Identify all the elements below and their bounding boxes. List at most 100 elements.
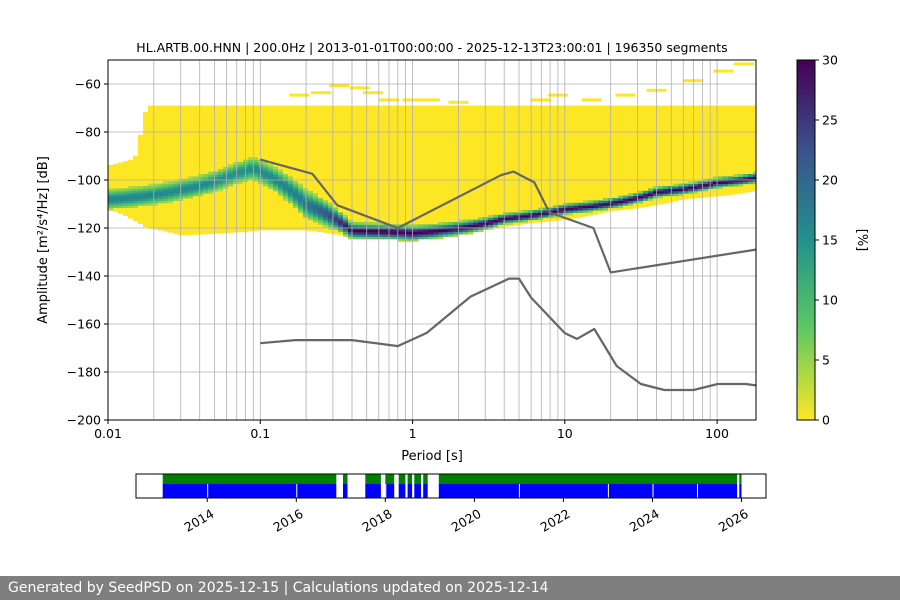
psd-sparse-cell xyxy=(289,93,310,97)
psd-density-cell xyxy=(213,188,219,192)
psd-density-cell xyxy=(183,181,189,185)
psd-density-cell xyxy=(503,214,509,218)
psd-density-cell xyxy=(318,198,324,201)
psd-yellow-band xyxy=(698,105,704,198)
psd-yellow-band xyxy=(518,105,524,225)
psd-density-cell xyxy=(113,190,119,194)
psd-density-cell xyxy=(633,198,639,201)
psd-yellow-band xyxy=(573,105,579,219)
psd-density-cell xyxy=(623,198,629,201)
psd-density-cell xyxy=(618,205,624,209)
psd-density-cell xyxy=(228,174,234,177)
psd-density-cell xyxy=(413,238,419,242)
timeline-blue-segment xyxy=(365,484,381,498)
psd-yellow-band xyxy=(308,105,314,231)
psd-density-cell xyxy=(543,207,549,211)
psd-density-cell xyxy=(298,190,304,194)
psd-density-cell xyxy=(568,205,574,209)
psd-density-cell xyxy=(248,159,254,163)
psd-density-cell xyxy=(368,229,374,233)
psd-sparse-cell xyxy=(615,93,636,97)
psd-density-cell xyxy=(113,202,119,206)
psd-density-cell xyxy=(138,200,144,204)
psd-yellow-band xyxy=(353,105,359,238)
psd-density-cell xyxy=(568,207,574,211)
psd-density-cell xyxy=(598,200,604,204)
footer-bar: Generated by SeedPSD on 2025-12-15 | Cal… xyxy=(0,576,900,600)
psd-density-cell xyxy=(558,205,564,209)
psd-density-cell xyxy=(683,190,689,194)
psd-yellow-band xyxy=(468,105,474,230)
psd-density-cell xyxy=(448,231,454,235)
psd-density-cell xyxy=(163,195,169,199)
psd-density-cell xyxy=(398,238,404,242)
psd-density-cell xyxy=(133,186,139,189)
timeline-gap-line xyxy=(697,484,698,498)
psd-density-cell xyxy=(108,200,114,204)
psd-density-cell xyxy=(283,176,289,180)
psd-density-cell xyxy=(238,162,244,165)
psd-density-cell xyxy=(168,183,174,187)
psd-density-cell xyxy=(253,157,259,161)
psd-density-cell xyxy=(108,202,114,206)
psd-density-cell xyxy=(153,198,159,201)
psd-density-cell xyxy=(518,217,524,221)
psd-density-cell xyxy=(483,217,489,221)
psd-density-cell xyxy=(668,188,674,192)
psd-density-cell xyxy=(293,183,299,187)
psd-density-cell xyxy=(263,169,269,173)
psd-yellow-band xyxy=(153,105,159,230)
psd-density-cell xyxy=(173,195,179,199)
psd-density-cell xyxy=(743,176,749,180)
psd-density-cell xyxy=(578,202,584,206)
psd-density-cell xyxy=(148,190,154,194)
psd-density-cell xyxy=(593,205,599,209)
psd-density-cell xyxy=(753,181,756,185)
psd-density-cell xyxy=(613,200,619,204)
psd-density-cell xyxy=(653,193,659,197)
psd-density-cell xyxy=(673,188,679,192)
psd-density-cell xyxy=(353,222,359,225)
psd-density-cell xyxy=(388,234,394,237)
psd-density-cell xyxy=(533,214,539,218)
psd-density-cell xyxy=(603,200,609,204)
psd-density-cell xyxy=(118,200,124,204)
psd-yellow-band xyxy=(293,105,299,231)
psd-density-cell xyxy=(348,222,354,225)
psd-density-cell xyxy=(343,214,349,218)
psd-yellow-band xyxy=(358,105,364,238)
psd-density-cell xyxy=(578,207,584,211)
psd-density-cell xyxy=(518,212,524,216)
psd-density-cell xyxy=(443,229,449,233)
psd-density-cell xyxy=(293,200,299,204)
year-tick-label: 2026 xyxy=(716,506,751,535)
psd-density-cell xyxy=(693,183,699,187)
colorbar: 0 5 10 15 20 25 30 [%] xyxy=(796,53,869,428)
psd-density-cell xyxy=(728,176,734,180)
psd-density-cell xyxy=(208,190,214,194)
psd-density-cell xyxy=(328,205,334,209)
psd-density-cell xyxy=(213,174,219,177)
psd-yellow-band xyxy=(603,105,609,213)
psd-density-cell xyxy=(663,188,669,192)
psd-sparse-cell xyxy=(310,91,331,95)
psd-yellow-band xyxy=(168,105,174,233)
psd-density-cell xyxy=(438,236,444,240)
psd-density-cell xyxy=(713,186,719,189)
psd-density-cell xyxy=(573,207,579,211)
psd-yellow-band xyxy=(668,105,674,203)
psd-density-cell xyxy=(638,200,644,204)
psd-density-cell xyxy=(208,171,214,175)
timeline-blue-segment xyxy=(423,484,428,498)
psd-yellow-band xyxy=(193,105,199,235)
psd-yellow-band xyxy=(343,105,349,237)
psd-density-cell xyxy=(183,186,189,189)
psd-density-cell xyxy=(188,181,194,185)
y-tick-label: −120 xyxy=(67,221,101,236)
psd-density-cell xyxy=(648,195,654,199)
psd-density-cell xyxy=(308,210,314,213)
psd-density-cell xyxy=(533,217,539,221)
psd-density-cell xyxy=(653,195,659,199)
psd-density-cell xyxy=(248,166,254,170)
psd-yellow-band xyxy=(478,105,484,229)
